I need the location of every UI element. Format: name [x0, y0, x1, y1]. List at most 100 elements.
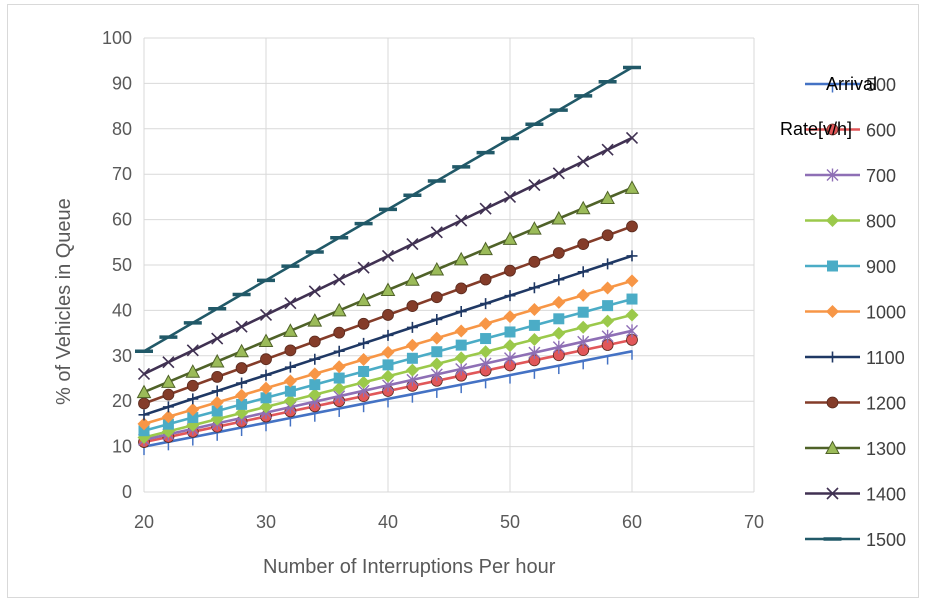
series-1200 — [138, 220, 638, 410]
y-tick-label: 30 — [112, 346, 132, 366]
legend-title-line-2: Rate[v/h] — [780, 119, 852, 139]
data-point-marker — [552, 247, 565, 259]
data-point-marker — [479, 357, 492, 371]
data-point-marker — [358, 337, 370, 349]
data-point-marker — [284, 297, 297, 310]
series-500 — [143, 350, 633, 456]
data-point-marker — [503, 339, 517, 353]
data-point-marker — [504, 290, 516, 302]
legend-item-500: 500 — [805, 75, 896, 95]
data-point-marker — [479, 317, 493, 331]
data-point-marker — [235, 362, 248, 374]
data-point-marker — [259, 308, 273, 322]
data-point-marker — [406, 300, 419, 312]
data-point-marker — [357, 353, 371, 367]
data-point-marker — [332, 381, 346, 395]
data-point-marker — [601, 329, 614, 343]
data-point-marker — [552, 340, 565, 354]
data-point-marker — [333, 273, 346, 286]
data-point-marker — [186, 379, 199, 392]
legend-label: 1300 — [866, 439, 906, 459]
data-point-marker — [503, 310, 517, 324]
data-point-marker — [162, 388, 175, 401]
data-point-marker — [577, 155, 590, 168]
legend-label: 800 — [866, 212, 896, 232]
legend-label: 1000 — [866, 303, 906, 323]
legend: 500 600 700 800 900 1000 1100 1200 1300 1400 1500 A… — [780, 74, 906, 550]
data-point-marker — [258, 333, 274, 348]
data-point-marker — [552, 295, 566, 309]
data-point-marker — [211, 332, 224, 345]
legend-label: 1200 — [866, 394, 906, 414]
data-point-marker — [332, 360, 346, 374]
data-point-marker — [455, 339, 467, 351]
data-point-marker — [162, 356, 175, 369]
data-point-marker — [260, 353, 272, 366]
data-point-marker — [528, 282, 540, 294]
data-point-marker — [576, 288, 590, 302]
data-point-marker — [357, 375, 371, 389]
data-point-marker — [455, 306, 467, 318]
legend-label: 700 — [866, 166, 896, 186]
y-tick-label: 20 — [112, 391, 132, 411]
y-tick-label: 60 — [112, 210, 132, 230]
legend-item-900: 900 — [805, 257, 896, 277]
data-point-marker — [624, 180, 640, 194]
data-point-marker — [406, 238, 419, 251]
data-point-marker — [162, 401, 174, 413]
y-tick-label: 100 — [102, 28, 132, 48]
data-point-marker — [502, 231, 518, 245]
data-point-marker — [283, 394, 297, 408]
data-point-marker — [625, 308, 639, 322]
data-point-marker — [826, 168, 839, 182]
data-point-marker — [575, 200, 591, 215]
legend-item-1100: 1100 — [805, 348, 905, 368]
data-point-marker — [478, 241, 493, 256]
data-point-marker — [405, 272, 420, 286]
data-point-marker — [504, 326, 516, 338]
data-point-marker — [357, 317, 370, 330]
legend-label: 500 — [866, 75, 896, 95]
data-point-marker — [552, 167, 565, 180]
data-point-marker — [307, 313, 323, 327]
data-point-marker — [626, 220, 638, 233]
data-point-marker — [503, 190, 517, 203]
data-point-marker — [454, 324, 468, 338]
data-point-marker — [527, 221, 542, 235]
data-point-marker — [528, 346, 541, 360]
data-point-marker — [826, 487, 839, 500]
data-point-marker — [528, 255, 541, 268]
data-point-marker — [308, 335, 321, 348]
data-point-marker — [625, 274, 639, 288]
data-point-marker — [380, 282, 396, 296]
data-point-marker — [626, 250, 638, 262]
legend-label: 600 — [866, 121, 896, 141]
data-point-marker — [601, 143, 614, 156]
data-point-marker — [826, 123, 839, 136]
data-point-marker — [551, 210, 567, 225]
data-point-marker — [356, 292, 371, 307]
data-point-marker — [504, 351, 516, 365]
y-tick-label: 0 — [122, 482, 132, 502]
data-point-marker — [381, 345, 395, 359]
data-point-marker — [527, 332, 541, 346]
series-lines — [135, 65, 641, 456]
data-point-marker — [211, 371, 224, 383]
data-point-marker — [381, 369, 395, 383]
series-1500 — [135, 65, 641, 354]
data-point-marker — [308, 367, 322, 381]
data-point-marker — [455, 282, 468, 295]
data-point-marker — [601, 229, 614, 242]
data-point-marker — [211, 405, 223, 417]
data-point-marker — [406, 321, 418, 333]
data-point-marker — [309, 379, 321, 391]
data-point-marker — [283, 323, 298, 337]
y-tick-label: 50 — [112, 255, 132, 275]
legend-item-700: 700 — [805, 166, 896, 186]
data-point-marker — [577, 238, 590, 251]
data-point-marker — [186, 403, 200, 417]
data-point-marker — [381, 249, 395, 262]
x-tick-label: 40 — [378, 512, 398, 532]
legend-title-line-1: Arrival — [826, 74, 877, 94]
series-1100 — [138, 250, 638, 421]
